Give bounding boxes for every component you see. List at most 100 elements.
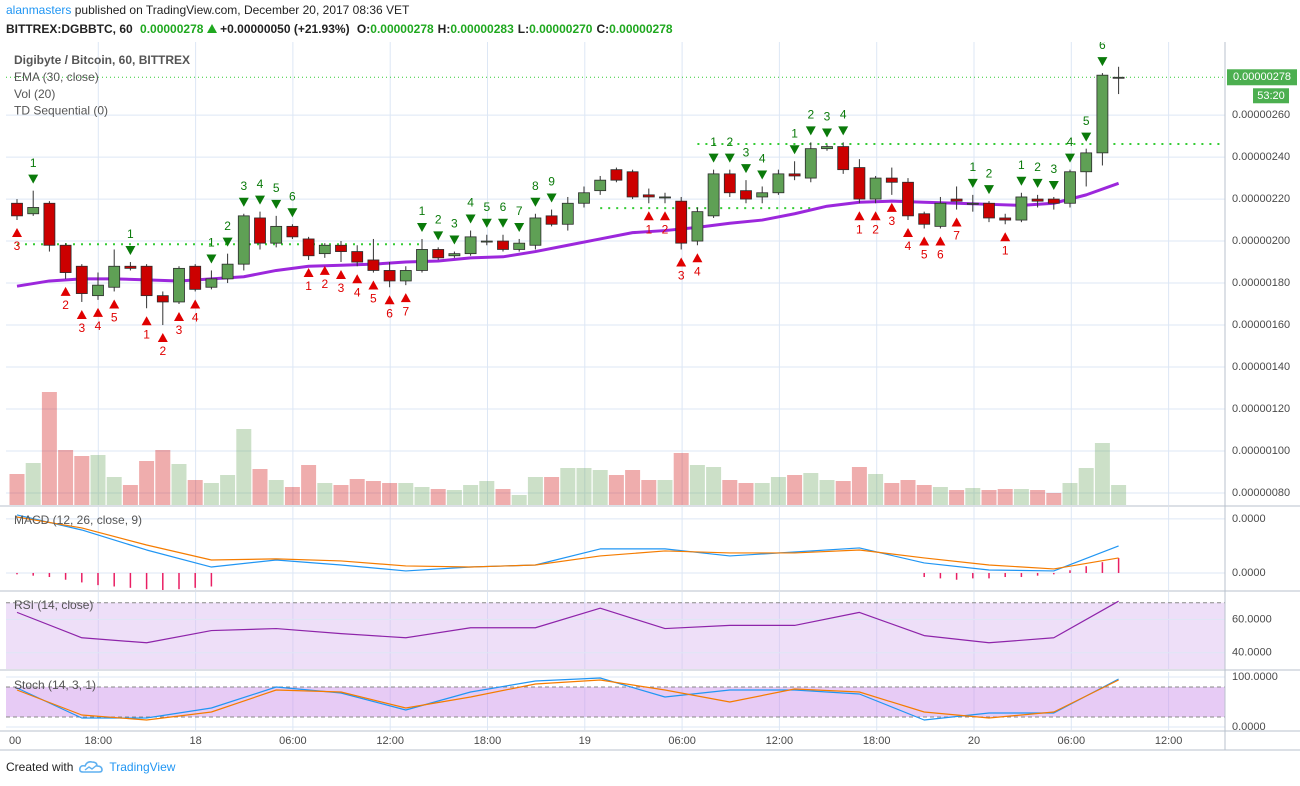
volume-bar [673,453,689,505]
volume-bar [155,450,171,505]
author[interactable]: alanmasters [6,3,72,17]
y-tick-label: 0.00000100 [1232,445,1290,457]
td-arrow [530,197,541,207]
volume-bar [252,469,268,505]
y-tick-label: 0.0000 [1232,721,1266,733]
td-label: 4 [694,264,701,278]
td-label: 3 [451,217,458,231]
candle-body [1015,196,1028,221]
td-label: 3 [338,281,345,295]
volume-bar [171,464,187,505]
candle-body [1096,74,1109,154]
candle-body [1031,198,1044,202]
volume-bar [932,487,948,505]
indicator-label: Vol (20) [14,87,55,101]
td-arrow [1065,153,1075,163]
td-arrow [919,236,930,246]
candle-body [594,179,607,192]
candle-body [173,267,185,303]
volume-bar [122,485,138,505]
td-label: 2 [662,222,669,236]
td-arrow [1032,178,1043,188]
ohlc-value: 0.00000278 [370,22,434,36]
td-label: 3 [240,179,247,193]
volume-bar [560,468,576,505]
candle-body [367,259,380,271]
td-label: 3 [78,321,85,335]
candle-body [1080,152,1093,173]
x-tick-label: 18:00 [474,735,502,747]
volume-bar [1013,489,1029,505]
td-label: 1 [645,222,652,236]
td-label: 1 [791,126,798,140]
candle-body [286,225,299,238]
y-tick-label: 100.0000 [1232,671,1278,683]
td-label: 2 [986,166,993,180]
candle-body [675,200,688,244]
candle-body [983,202,995,219]
td-arrow [967,178,978,188]
td-label: 5 [111,311,118,325]
td-label: 7 [953,229,960,243]
td-label: 1 [710,135,717,149]
footer: Created with TradingView [6,760,175,774]
td-arrow [481,218,492,228]
countdown-box [1253,88,1289,104]
volume-bar [900,480,916,505]
volume-bar [90,455,106,505]
header-line: alanmasters published on TradingView.com… [6,3,409,17]
td-arrow [1097,57,1108,67]
pane-title: MACD (12, 26, close, 9) [14,513,142,527]
candle-body [885,177,898,183]
candle-body [464,236,477,255]
candle-body [804,148,817,179]
candle-body [999,217,1012,221]
x-tick-label: 00 [9,735,21,747]
volume-bar [414,487,430,505]
td-label: 1 [419,204,426,218]
volume-bar [689,465,705,505]
candle-body [156,295,169,303]
candle-body [399,270,412,282]
volume-bar [657,480,673,505]
td-arrow [741,164,751,174]
volume-bar [398,483,414,505]
volume-bar [301,465,317,505]
td-arrow [190,299,201,309]
volume-bar [106,477,122,505]
indicator-pane [6,676,1225,728]
volume-bar [965,488,981,505]
candle-body [545,215,558,225]
chart-title: Digibyte / Bitcoin, 60, BITTREX [14,53,190,67]
volume-bar [770,477,786,505]
td-label: 7 [516,204,523,218]
candle-body [659,196,671,199]
td-label: 2 [1034,160,1041,174]
countdown: 53:20 [1257,90,1285,102]
volume-bar [317,483,333,505]
line-series [16,600,1119,644]
candle-body [788,173,801,177]
td-arrow [93,307,103,317]
volume-bar [787,475,803,505]
volume-bar [139,461,155,505]
td-arrow [1016,176,1027,186]
volume-bar [511,495,527,505]
td-arrow [514,222,525,232]
pane-title: RSI (14, close) [14,598,93,612]
y-tick-label: 0.00000200 [1232,235,1290,247]
brand[interactable]: TradingView [109,760,176,774]
x-tick-label: 18:00 [863,735,891,747]
td-arrow [76,309,87,319]
td-arrow [465,214,476,224]
volume-bar [592,470,608,505]
candle-body [92,284,104,297]
candle-body [610,169,623,181]
ohlc: O:0.00000278 H:0.00000283 L:0.00000270 C:0.… [353,22,673,36]
td-arrow [643,211,654,221]
y-tick-label: 0.00000260 [1232,109,1290,121]
candle-body [318,244,331,255]
candle-body [448,253,461,257]
td-label: 3 [824,110,831,124]
candle-body [75,265,88,294]
